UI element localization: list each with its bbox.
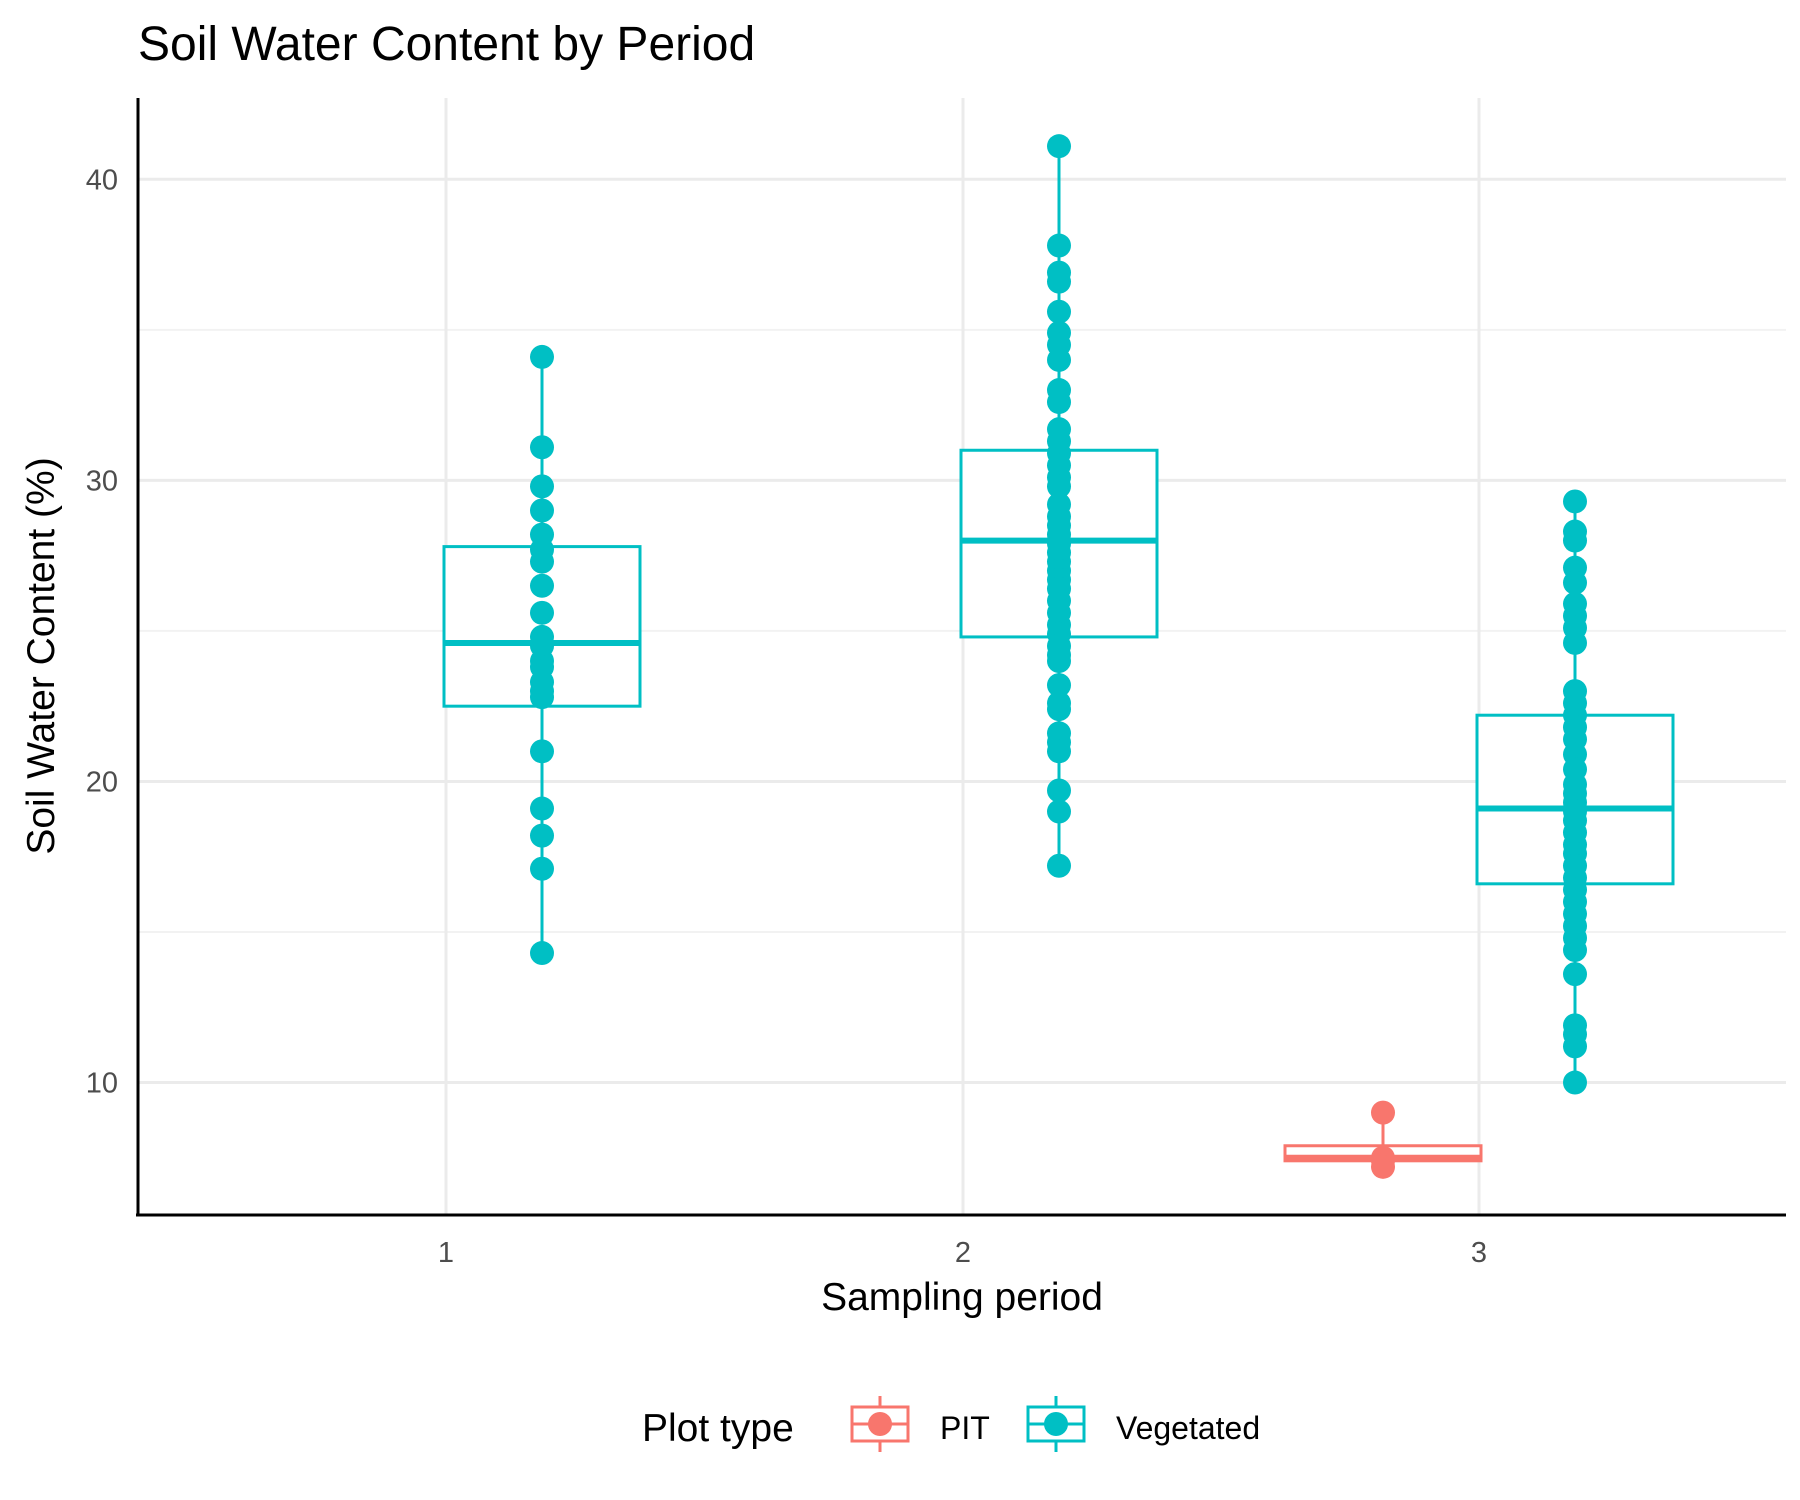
data-point (530, 474, 554, 499)
legend-label-pit: PIT (940, 1410, 990, 1446)
legend-key-point (868, 1412, 892, 1436)
box-group (1475, 489, 1675, 1095)
plot-area (442, 134, 1675, 1179)
data-point (1047, 799, 1071, 824)
data-point (530, 573, 554, 598)
y-tick-label: 40 (86, 164, 118, 196)
data-point (1047, 299, 1071, 324)
data-point (530, 549, 554, 574)
data-point (530, 739, 554, 764)
grid (138, 98, 1786, 1215)
legend-key-point (1044, 1412, 1068, 1436)
box-group (1283, 1100, 1483, 1179)
data-point (1047, 673, 1071, 698)
data-point (530, 600, 554, 625)
data-point (530, 344, 554, 369)
legend-title: Plot type (642, 1407, 794, 1450)
data-point (530, 498, 554, 523)
data-point (1047, 233, 1071, 258)
data-point (1047, 474, 1071, 499)
data-point (1563, 570, 1587, 595)
data-point (530, 823, 554, 848)
data-point (530, 941, 554, 966)
data-point (1047, 390, 1071, 415)
data-point (1563, 1034, 1587, 1059)
data-point (1047, 134, 1071, 159)
data-point (1047, 649, 1071, 674)
data-point (530, 685, 554, 710)
data-point (1047, 778, 1071, 803)
legend: Plot type PIT Vegetated (642, 1396, 1260, 1452)
legend-key (850, 1396, 910, 1452)
box-group (959, 134, 1159, 878)
y-axis-title: Soil Water Content (%) (20, 457, 63, 854)
data-point (1047, 853, 1071, 878)
box-group (442, 344, 642, 966)
x-tick-label: 3 (1471, 1237, 1487, 1269)
data-point (530, 435, 554, 460)
x-tick-label: 2 (955, 1237, 971, 1269)
data-point (1047, 269, 1071, 294)
data-point (1563, 528, 1587, 553)
x-axis-title: Sampling period (821, 1276, 1103, 1319)
legend-key (1026, 1396, 1086, 1452)
data-point (1563, 962, 1587, 987)
y-tick-label: 20 (86, 766, 118, 798)
data-point (530, 856, 554, 881)
tick-labels: 10 20 30 40 1 2 3 (86, 164, 1487, 1269)
y-tick-label: 30 (86, 465, 118, 497)
data-point (1047, 697, 1071, 722)
legend-keys (850, 1396, 1086, 1452)
data-point (1563, 489, 1587, 514)
data-point (1563, 630, 1587, 655)
y-tick-label: 10 (86, 1068, 118, 1100)
data-point (1563, 938, 1587, 963)
chart-title: Soil Water Content by Period (138, 18, 755, 71)
data-point (1047, 347, 1071, 372)
data-point (530, 796, 554, 821)
data-point (1371, 1154, 1395, 1179)
legend-label-vegetated: Vegetated (1116, 1410, 1260, 1446)
data-point (1563, 1070, 1587, 1095)
data-point (1047, 739, 1071, 764)
data-point (1371, 1100, 1395, 1125)
x-tick-label: 1 (438, 1237, 454, 1269)
